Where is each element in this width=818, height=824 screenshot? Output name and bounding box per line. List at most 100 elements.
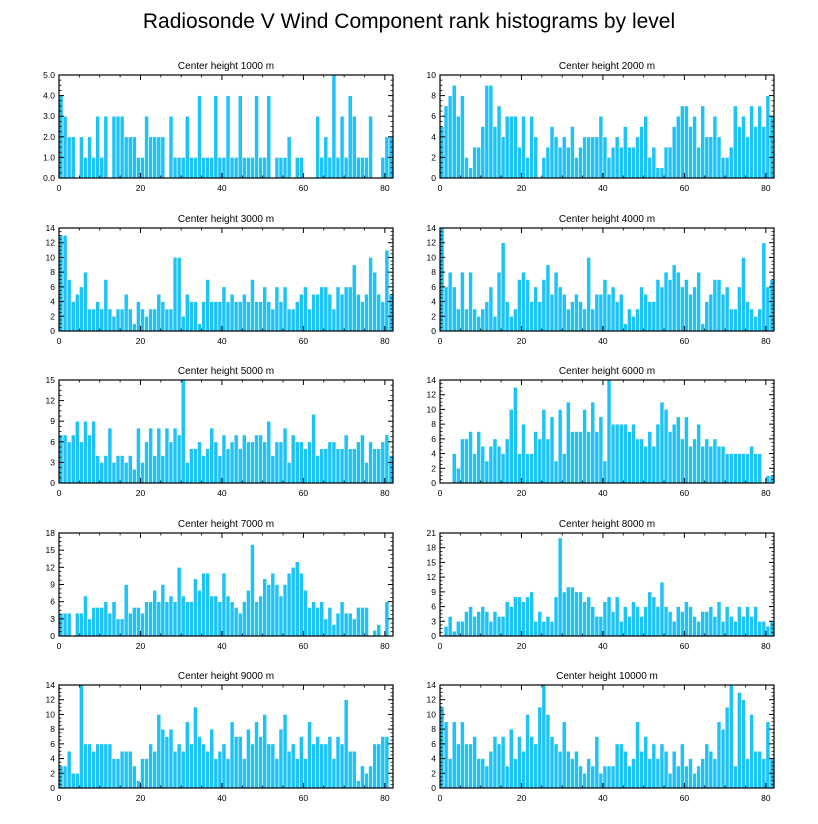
bar: [303, 286, 308, 332]
bar: [241, 601, 247, 637]
bar: [578, 146, 583, 179]
bar: [468, 743, 473, 789]
bar: [553, 460, 559, 484]
bar: [294, 301, 300, 332]
bar: [525, 157, 530, 179]
bar: [303, 758, 308, 789]
bar: [95, 115, 101, 179]
y-tick-label: 2: [431, 768, 436, 778]
y-tick-label: 0: [431, 478, 436, 488]
bar: [663, 750, 669, 789]
bar: [184, 462, 190, 484]
bar: [237, 736, 243, 789]
bar: [663, 146, 669, 179]
bar: [213, 301, 219, 332]
bar: [278, 301, 284, 332]
bar: [610, 765, 616, 789]
bar: [360, 765, 365, 789]
histogram-panel-8: 0 2 4 6 8 10 12 14 0 20 40 60 80 Center height 9000 m: [46, 671, 394, 803]
bar: [684, 416, 689, 484]
bar: [315, 115, 320, 179]
x-tick-label: 20: [136, 183, 146, 193]
bar: [172, 257, 178, 332]
bar: [205, 750, 211, 789]
y-tick-label: 6: [431, 282, 436, 292]
bar: [127, 136, 133, 179]
bar: [189, 601, 194, 637]
bar: [258, 301, 263, 332]
bar: [708, 606, 714, 637]
y-tick-label: 3: [431, 616, 436, 626]
bar: [610, 423, 616, 484]
bar: [521, 750, 526, 789]
bar: [737, 453, 742, 484]
bar: [58, 612, 64, 637]
bar: [504, 301, 510, 332]
bar: [290, 308, 296, 332]
bar: [578, 591, 583, 637]
bar: [148, 308, 153, 332]
bar: [574, 750, 579, 789]
bar: [631, 423, 636, 484]
x-tick-label: 40: [217, 488, 227, 498]
panel-title: Center height 6000 m: [559, 366, 655, 377]
bar: [757, 453, 763, 484]
bar: [578, 301, 583, 332]
x-tick-label: 40: [598, 336, 608, 346]
bar: [368, 441, 373, 484]
bar: [132, 765, 137, 789]
bar: [549, 416, 555, 484]
bar: [590, 136, 596, 179]
bar: [464, 308, 469, 332]
bar: [233, 434, 239, 484]
bar: [233, 301, 239, 332]
bar: [675, 271, 681, 332]
bar: [360, 157, 365, 179]
bar: [331, 441, 337, 484]
bar: [476, 758, 482, 789]
bar: [455, 620, 461, 637]
bar: [451, 630, 457, 637]
bar: [184, 601, 190, 637]
bar: [91, 607, 96, 637]
bar: [197, 95, 202, 179]
bar: [488, 85, 494, 179]
y-tick-label: 2.0: [43, 132, 55, 142]
bar: [749, 445, 754, 484]
bar: [537, 611, 543, 637]
y-tick-label: 8: [431, 419, 436, 429]
bar: [545, 714, 551, 789]
bar: [70, 772, 76, 789]
histogram-panel-6: 0 3 6 9 12 15 18 0 20 40 60 80 Center height 7000 m: [46, 519, 394, 651]
bar: [460, 95, 465, 179]
bar: [631, 601, 636, 637]
y-tick-label: 4: [431, 132, 436, 142]
bar: [598, 772, 604, 789]
bar: [229, 721, 235, 789]
bar: [455, 743, 461, 789]
bar: [103, 743, 109, 789]
y-tick-label: 0: [431, 173, 436, 183]
bar: [716, 445, 722, 484]
y-tick-label: 6: [50, 739, 55, 749]
bar: [372, 271, 378, 332]
bar: [741, 115, 746, 179]
bar: [351, 264, 357, 332]
bar: [614, 301, 620, 332]
bar: [724, 453, 730, 484]
x-tick-label: 80: [761, 641, 771, 651]
bar: [496, 271, 502, 332]
y-tick-label: 12: [46, 396, 56, 406]
x-tick-label: 80: [380, 488, 390, 498]
y-tick-label: 2: [431, 463, 436, 473]
bar: [176, 157, 182, 179]
bar: [574, 431, 579, 484]
bar: [229, 601, 235, 637]
bar: [376, 448, 382, 484]
bar: [570, 301, 575, 332]
bar: [168, 308, 174, 332]
bar: [533, 743, 539, 789]
bar: [606, 596, 612, 637]
y-tick-label: 18: [427, 543, 437, 553]
bar: [480, 758, 486, 789]
